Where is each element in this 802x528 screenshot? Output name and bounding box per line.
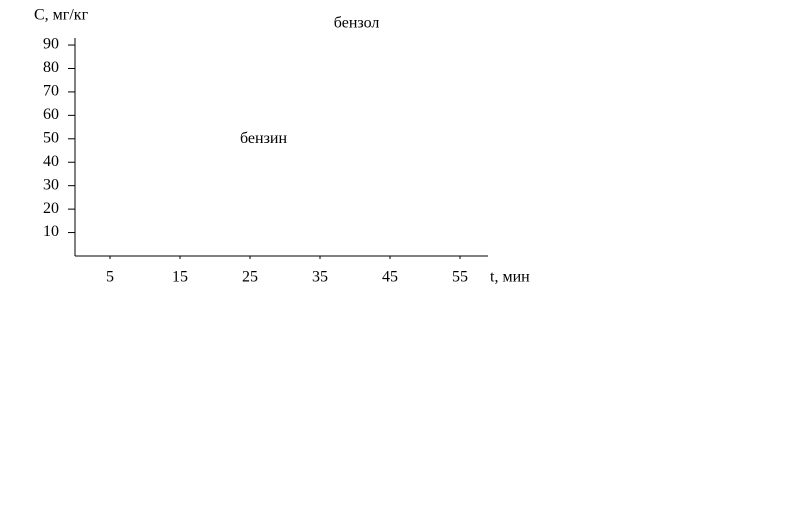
x-tick-label: 5: [106, 269, 114, 286]
x-tick-label: 45: [382, 269, 398, 286]
y-tick-label: 80: [43, 59, 59, 76]
y-tick-label: 60: [43, 106, 59, 123]
x-tick-label: 55: [452, 269, 468, 286]
x-tick-label: 35: [312, 269, 328, 286]
x-axis-label: t, мин: [490, 269, 530, 286]
series-label: бензин: [240, 130, 287, 147]
series-label: бензол: [334, 15, 380, 32]
y-tick-label: 90: [43, 36, 59, 53]
y-tick-label: 70: [43, 83, 59, 100]
y-axis-label: C, мг/кг: [34, 7, 89, 24]
y-tick-label: 30: [43, 176, 59, 193]
y-tick-label: 10: [43, 223, 59, 240]
x-tick-label: 25: [242, 269, 258, 286]
x-tick-label: 15: [172, 269, 188, 286]
y-tick-label: 20: [43, 200, 59, 217]
y-tick-label: 50: [43, 129, 59, 146]
y-tick-label: 40: [43, 153, 59, 170]
